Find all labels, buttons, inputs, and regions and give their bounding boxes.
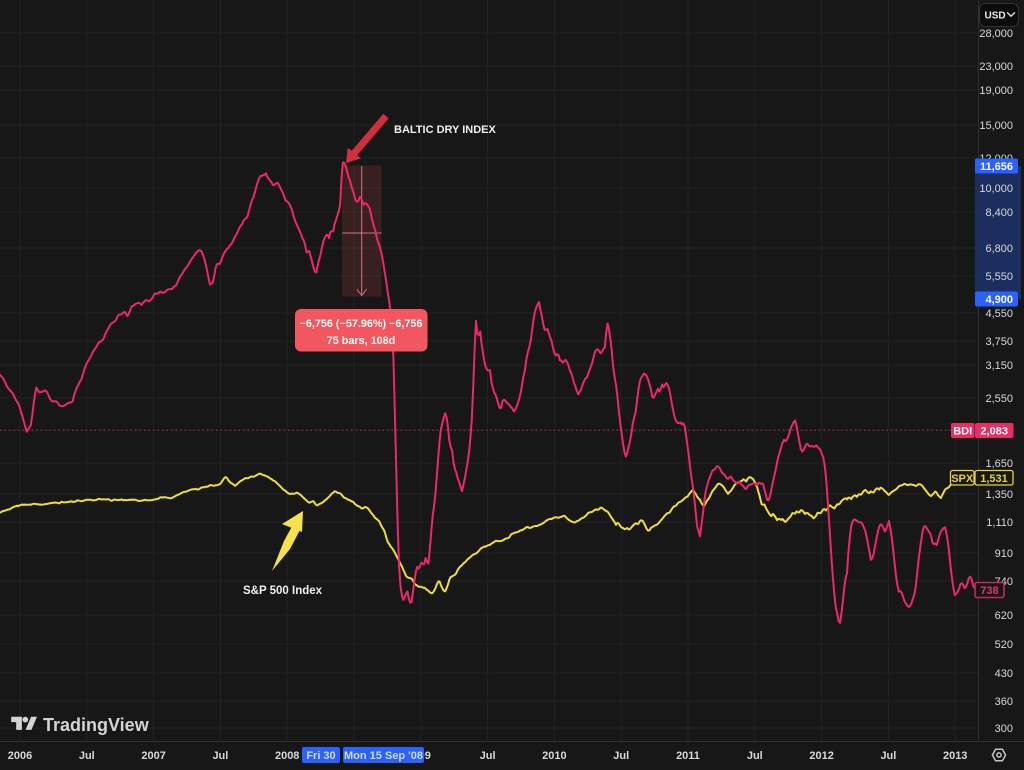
svg-text:2011: 2011 (676, 750, 700, 762)
svg-text:8,400: 8,400 (985, 207, 1013, 219)
svg-text:4,550: 4,550 (985, 308, 1013, 320)
svg-text:10,000: 10,000 (979, 183, 1013, 195)
svg-text:2006: 2006 (8, 750, 32, 762)
svg-text:910: 910 (995, 548, 1013, 560)
svg-text:520: 520 (995, 639, 1013, 651)
svg-text:5,550: 5,550 (985, 271, 1013, 283)
svg-text:Jul: Jul (747, 750, 763, 762)
svg-text:28,000: 28,000 (979, 28, 1013, 40)
svg-text:430: 430 (995, 668, 1013, 680)
svg-text:2012: 2012 (809, 750, 833, 762)
svg-text:2,550: 2,550 (985, 393, 1013, 405)
svg-text:23,000: 23,000 (979, 61, 1013, 73)
svg-text:11,656: 11,656 (980, 161, 1013, 173)
svg-text:Jul: Jul (880, 750, 896, 762)
svg-text:15,000: 15,000 (979, 120, 1013, 132)
svg-text:1,531: 1,531 (980, 473, 1008, 485)
svg-text:Jul: Jul (480, 750, 496, 762)
svg-text:BALTIC DRY INDEX: BALTIC DRY INDEX (394, 124, 497, 136)
svg-text:300: 300 (995, 723, 1013, 735)
svg-text:Fri 30: Fri 30 (306, 750, 335, 762)
svg-text:Jul: Jul (613, 750, 629, 762)
svg-text:BDI: BDI (953, 426, 972, 438)
svg-text:1,650: 1,650 (985, 458, 1013, 470)
svg-text:2010: 2010 (542, 750, 566, 762)
svg-text:USD: USD (985, 11, 1006, 22)
svg-text:75 bars, 108d: 75 bars, 108d (327, 335, 395, 347)
svg-text:738: 738 (980, 585, 998, 597)
svg-text:360: 360 (995, 696, 1013, 708)
svg-text:2013: 2013 (943, 750, 967, 762)
svg-text:2007: 2007 (141, 750, 165, 762)
svg-text:TradingView: TradingView (43, 715, 150, 735)
svg-text:SPX: SPX (951, 473, 974, 485)
svg-text:19,000: 19,000 (979, 85, 1013, 97)
svg-text:2008: 2008 (275, 750, 299, 762)
svg-text:3,750: 3,750 (985, 336, 1013, 348)
svg-text:2,083: 2,083 (980, 426, 1008, 438)
svg-text:−6,756 (−57.96%) −6,756: −6,756 (−57.96%) −6,756 (300, 318, 423, 330)
svg-text:1,110: 1,110 (986, 517, 1013, 529)
svg-text:Jul: Jul (212, 750, 228, 762)
svg-text:1,350: 1,350 (985, 489, 1013, 501)
svg-text:Mon 15 Sep '08: Mon 15 Sep '08 (344, 750, 423, 762)
svg-text:Jul: Jul (79, 750, 95, 762)
svg-text:4,900: 4,900 (985, 294, 1013, 306)
svg-text:S&P 500 Index: S&P 500 Index (243, 585, 323, 597)
svg-text:6,800: 6,800 (985, 243, 1013, 255)
svg-text:620: 620 (995, 610, 1013, 622)
svg-text:3,150: 3,150 (985, 360, 1013, 372)
